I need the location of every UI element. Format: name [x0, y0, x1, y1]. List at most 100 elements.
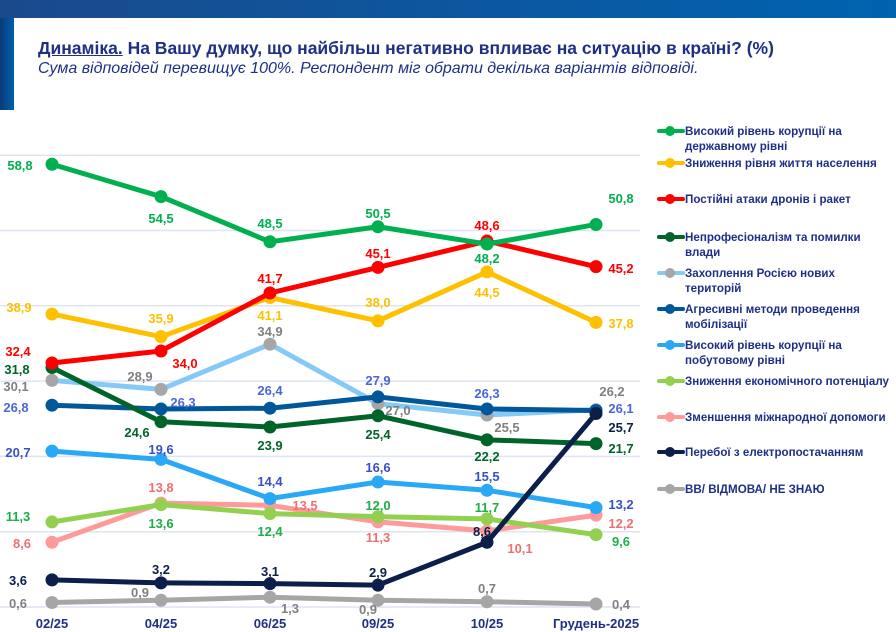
data-label: 50,8 — [608, 191, 633, 206]
data-label: 12,2 — [608, 516, 633, 531]
data-label: 41,1 — [257, 308, 282, 323]
data-point — [589, 260, 603, 274]
data-point — [263, 235, 277, 249]
legend-label: Зниження рівня життя населення — [685, 157, 877, 170]
legend-label: Високий рівень корупції на державному рі… — [685, 125, 842, 153]
data-point — [480, 402, 494, 416]
data-point — [480, 483, 494, 497]
data-point — [263, 286, 277, 300]
data-label: 9,6 — [612, 534, 630, 549]
data-point — [263, 507, 277, 521]
data-label: 38,0 — [365, 295, 390, 310]
data-point — [45, 444, 59, 458]
data-point — [589, 217, 603, 231]
data-point — [45, 373, 59, 387]
data-point — [589, 437, 603, 451]
data-label: 26,3 — [170, 395, 195, 410]
data-label: 37,8 — [608, 316, 633, 331]
series-line — [51, 161, 597, 247]
data-label: 13,8 — [148, 480, 173, 495]
data-label: 44,5 — [474, 285, 499, 300]
data-label: 50,5 — [365, 206, 390, 221]
legend-item: Непрофесіоналізм та помилки влади — [655, 230, 890, 260]
data-point — [45, 515, 59, 529]
legend-item: Постійні атаки дронів і ракет — [655, 192, 890, 207]
data-point — [45, 398, 59, 412]
data-label: 31,8 — [4, 362, 29, 377]
data-label: 11,7 — [475, 500, 500, 515]
data-label: 16,6 — [365, 460, 390, 475]
series-line — [51, 411, 598, 588]
data-point — [589, 597, 603, 611]
chart-title: Динаміка. На Вашу думку, що найбільш нег… — [38, 38, 774, 59]
data-point — [154, 402, 168, 416]
x-tick-label: 06/25 — [254, 616, 287, 631]
data-label: 58,8 — [7, 158, 32, 173]
data-label: 23,9 — [257, 438, 282, 453]
legend-swatch-icon — [655, 445, 685, 459]
x-tick-label: 09/25 — [362, 616, 395, 631]
data-point — [263, 401, 277, 415]
data-point — [45, 595, 59, 609]
data-point — [154, 415, 168, 429]
data-label: 25,5 — [494, 420, 519, 435]
data-label: 35,9 — [148, 311, 173, 326]
legend-swatch-icon — [655, 156, 685, 170]
data-label: 38,9 — [6, 300, 31, 315]
legend-item: Зниження економічного потенціалу — [655, 374, 890, 389]
data-point — [371, 475, 385, 489]
data-point — [371, 510, 385, 524]
data-point — [45, 535, 59, 549]
data-label: 22,2 — [474, 449, 499, 464]
data-point — [480, 265, 494, 279]
legend-swatch-icon — [655, 410, 685, 424]
data-label: 12,0 — [365, 498, 390, 513]
title-text: На Вашу думку, що найбільш негативно впл… — [127, 38, 774, 58]
data-point — [480, 512, 494, 526]
data-point — [371, 390, 385, 404]
data-label: 13,5 — [292, 498, 317, 513]
data-label: 48,6 — [474, 218, 499, 233]
legend-swatch-icon — [655, 302, 685, 316]
data-point — [45, 356, 59, 370]
data-label: 54,5 — [148, 211, 173, 226]
data-point — [480, 433, 494, 447]
series-line — [51, 341, 597, 418]
legend-label: ВВ/ ВІДМОВА/ НЕ ЗНАЮ — [685, 483, 825, 496]
series-line — [51, 594, 597, 607]
data-point — [589, 406, 603, 420]
data-label: 30,1 — [3, 379, 28, 394]
data-point — [371, 409, 385, 423]
data-point — [371, 593, 385, 607]
data-point — [589, 528, 603, 542]
legend-label: Перебої з електропостачанням — [685, 446, 864, 459]
data-point — [480, 524, 494, 538]
x-tick-label: 04/25 — [145, 616, 178, 631]
data-point — [45, 307, 59, 321]
data-label: 26,3 — [474, 386, 499, 401]
series-line — [51, 448, 597, 511]
series-line — [51, 269, 598, 340]
data-label: 27,9 — [365, 373, 390, 388]
data-point — [45, 573, 59, 587]
side-band — [0, 18, 14, 110]
data-label: 8,6 — [13, 536, 31, 551]
data-label: 48,5 — [257, 216, 282, 231]
data-point — [371, 578, 385, 592]
data-point — [589, 501, 603, 515]
x-tick-label: 10/25 — [471, 616, 504, 631]
data-label: 20,7 — [5, 445, 30, 460]
data-point — [154, 452, 168, 466]
data-label: 13,2 — [608, 497, 633, 512]
data-label: 34,0 — [172, 356, 197, 371]
data-label: 3,6 — [9, 573, 27, 588]
data-label: 0,6 — [9, 596, 27, 611]
legend-swatch-icon — [655, 192, 685, 206]
data-point — [154, 190, 168, 204]
data-point — [263, 590, 277, 604]
data-point — [263, 577, 277, 591]
legend-label: Зниження економічного потенціалу — [685, 375, 889, 388]
x-tick-label: 02/25 — [36, 616, 69, 631]
legend-swatch-icon — [655, 374, 685, 388]
data-label: 26,8 — [3, 400, 28, 415]
